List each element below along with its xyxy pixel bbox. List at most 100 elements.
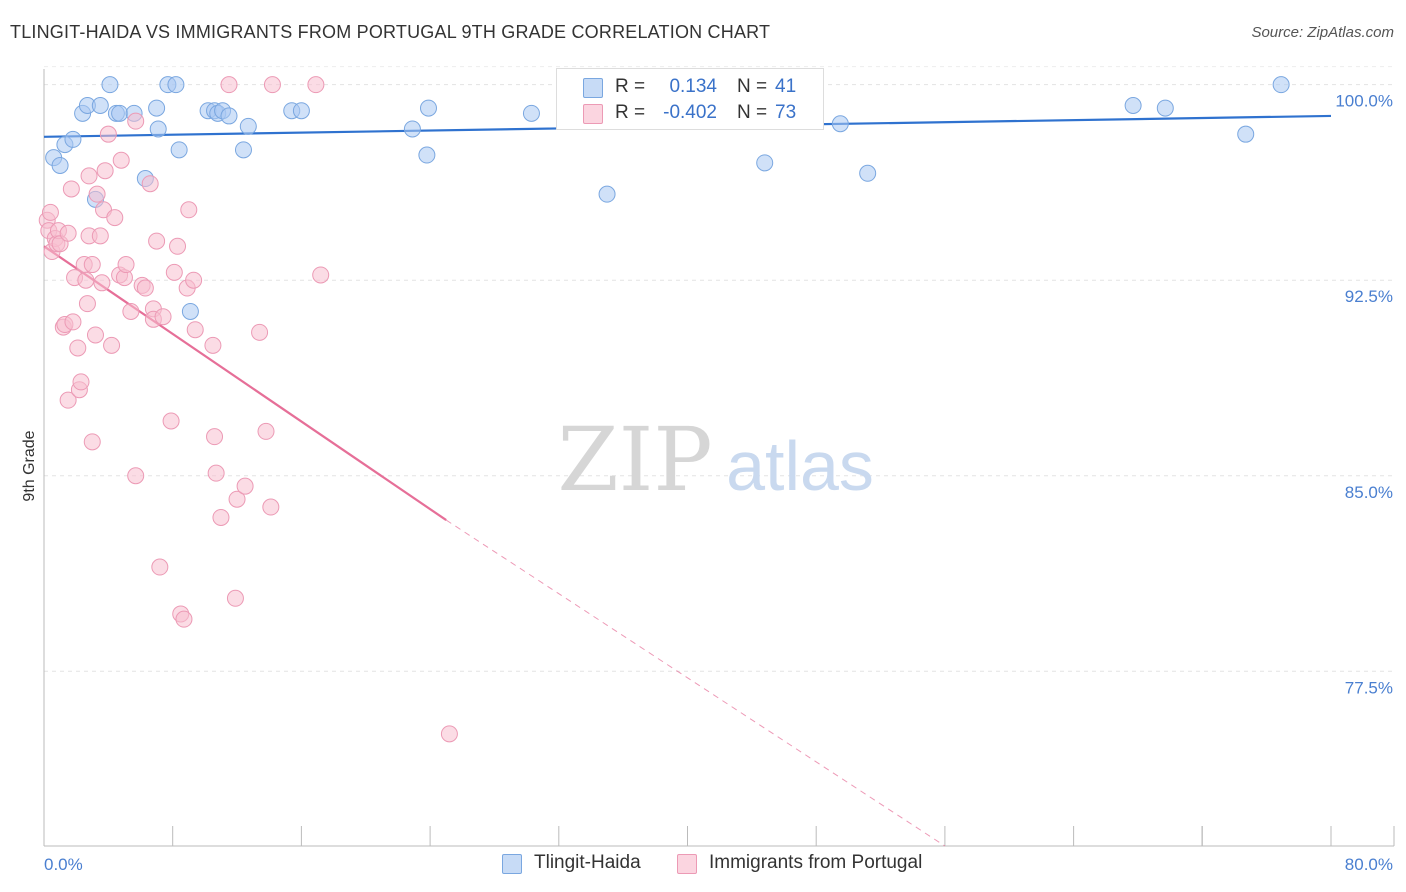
legend-swatch-portugal xyxy=(677,854,697,874)
tlingit-point xyxy=(1237,125,1255,143)
tlingit-point xyxy=(64,130,82,148)
portugal-point xyxy=(162,412,180,430)
portugal-point xyxy=(117,256,135,274)
portugal-point xyxy=(96,162,114,180)
portugal-point xyxy=(88,185,106,203)
portugal-point xyxy=(80,167,98,185)
y-tick-label: 100.0% xyxy=(1335,92,1393,111)
legend-row-tlingit: R = 0.134 N = 41 xyxy=(557,74,823,100)
tlingit-point xyxy=(403,120,421,138)
portugal-point xyxy=(220,76,238,94)
x-tick-label: 80.0% xyxy=(1345,855,1393,874)
portugal-point xyxy=(141,175,159,193)
tlingit-point xyxy=(418,146,436,164)
correlation-legend: R = 0.134 N = 41 R = -0.402 N = 73 xyxy=(556,68,824,130)
legend-swatch-portugal xyxy=(583,104,603,124)
tlingit-point xyxy=(292,102,310,120)
portugal-point xyxy=(207,464,225,482)
series-legend: Tlingit-Haida Immigrants from Portugal xyxy=(0,852,1406,878)
portugal-point xyxy=(59,391,77,409)
trend-line-1 xyxy=(43,245,447,521)
legend-r-label: R = xyxy=(615,76,646,97)
portugal-point xyxy=(263,76,281,94)
tick-labels: 100.0% 92.5% 85.0% 77.5% 0.0% 80.0% xyxy=(44,92,1393,874)
portugal-point xyxy=(312,266,330,284)
portugal-point xyxy=(185,271,203,289)
legend-n-value: 73 xyxy=(775,102,797,123)
tlingit-point xyxy=(239,117,257,135)
portugal-point xyxy=(440,725,458,743)
tlingit-point xyxy=(1156,99,1174,117)
legend-r-label: R = xyxy=(615,102,646,123)
portugal-point xyxy=(62,180,80,198)
portugal-point xyxy=(226,589,244,607)
portugal-point xyxy=(93,274,111,292)
axes xyxy=(43,69,1395,847)
legend-r-value: 0.134 xyxy=(669,76,717,97)
portugal-point xyxy=(175,610,193,628)
tlingit-point xyxy=(111,104,129,122)
portugal-point xyxy=(83,433,101,451)
portugal-point xyxy=(151,558,169,576)
tlingit-point xyxy=(522,104,540,122)
portugal-point xyxy=(127,467,145,485)
portugal-point xyxy=(83,256,101,274)
tlingit-point xyxy=(756,154,774,172)
tlingit-point xyxy=(170,141,188,159)
legend-n-label: N = xyxy=(737,76,768,97)
legend-r-value: -0.402 xyxy=(663,102,717,123)
tlingit-point xyxy=(598,185,616,203)
legend-label-portugal: Immigrants from Portugal xyxy=(709,852,923,873)
trend-extension-1 xyxy=(445,519,946,847)
portugal-point xyxy=(165,263,183,281)
tlingit-point xyxy=(101,76,119,94)
y-tick-label: 85.0% xyxy=(1345,483,1393,502)
legend-swatch-tlingit xyxy=(583,78,603,98)
portugal-point xyxy=(212,508,230,526)
portugal-point xyxy=(228,490,246,508)
tlingit-point xyxy=(419,99,437,117)
portugal-point xyxy=(91,227,109,245)
watermark-zip: ZIP xyxy=(557,408,712,511)
portugal-point xyxy=(204,336,222,354)
portugal-point xyxy=(64,313,82,331)
tlingit-point xyxy=(234,141,252,159)
tlingit-point xyxy=(51,156,69,174)
portugal-point xyxy=(148,232,166,250)
portugal-point xyxy=(72,373,90,391)
watermark-atlas: atlas xyxy=(726,427,874,505)
portugal-point xyxy=(154,308,172,326)
tlingit-point xyxy=(148,99,166,117)
tlingit-point xyxy=(91,97,109,115)
tlingit-point xyxy=(181,302,199,320)
portugal-point xyxy=(236,477,254,495)
portugal-point xyxy=(41,203,59,221)
y-tick-label: 92.5% xyxy=(1345,287,1393,306)
legend-n-label: N = xyxy=(737,102,768,123)
source-label: Source: ZipAtlas.com xyxy=(1251,24,1394,41)
portugal-point xyxy=(136,279,154,297)
portugal-point xyxy=(103,336,121,354)
portugal-point xyxy=(78,295,96,313)
portugal-point xyxy=(122,302,140,320)
tlingit-point xyxy=(859,164,877,182)
portugal-point xyxy=(59,224,77,242)
tlingit-point xyxy=(1272,76,1290,94)
portugal-point xyxy=(262,498,280,516)
legend-n-value: 41 xyxy=(775,76,797,97)
y-tick-label: 77.5% xyxy=(1345,678,1393,697)
portugal-point xyxy=(69,339,87,357)
x-tick-label: 0.0% xyxy=(44,855,83,874)
tlingit-point xyxy=(167,76,185,94)
portugal-point xyxy=(180,201,198,219)
tlingit-point xyxy=(149,120,167,138)
tlingit-point xyxy=(220,107,238,125)
portugal-point xyxy=(186,321,204,339)
chart-title: TLINGIT-HAIDA VS IMMIGRANTS FROM PORTUGA… xyxy=(10,22,771,42)
portugal-point xyxy=(86,326,104,344)
portugal-point xyxy=(77,271,95,289)
portugal-point xyxy=(106,209,124,227)
portugal-point xyxy=(112,151,130,169)
legend-swatch-tlingit xyxy=(502,854,522,874)
